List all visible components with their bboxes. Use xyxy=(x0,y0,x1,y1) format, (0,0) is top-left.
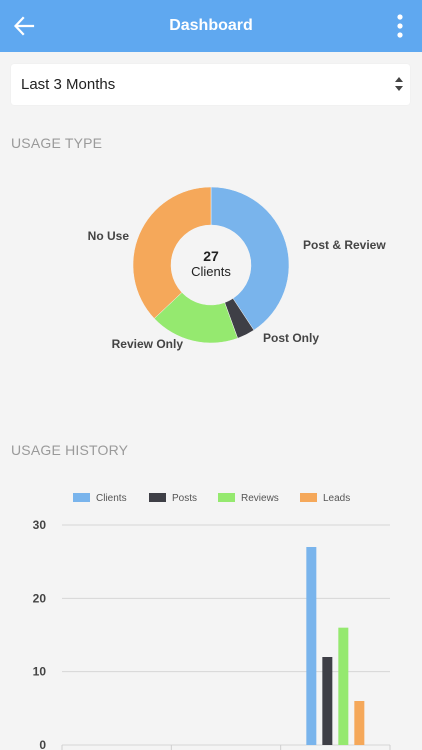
y-tick-label-0: 0 xyxy=(39,738,46,750)
usage-history-bar-chart: Clients Posts Reviews Leads 0 10 20 30 xyxy=(33,493,391,750)
date-range-value: Last 3 Months xyxy=(21,76,116,93)
donut-center-label: Clients xyxy=(191,264,231,279)
donut-label-no-use: No Use xyxy=(88,229,130,243)
usage-history-title: USAGE HISTORY xyxy=(11,442,129,458)
legend-label-clients: Clients xyxy=(96,493,127,504)
more-vertical-icon xyxy=(397,14,403,38)
select-caret-icon xyxy=(395,77,403,91)
arrow-left-icon xyxy=(13,16,35,36)
legend-swatch-reviews xyxy=(218,493,235,502)
app-bar: Dashboard xyxy=(0,0,422,52)
donut-center-value: 27 xyxy=(203,248,219,264)
page-title: Dashboard xyxy=(169,17,253,34)
more-menu-button[interactable] xyxy=(386,10,414,42)
legend-label-reviews: Reviews xyxy=(241,493,279,504)
donut-label-post-review: Post & Review xyxy=(303,238,386,252)
date-range-select[interactable]: Last 3 Months xyxy=(11,64,410,105)
legend-swatch-leads xyxy=(300,493,317,502)
donut-label-post-only: Post Only xyxy=(263,331,319,345)
donut-slice-post-review xyxy=(210,186,290,331)
bar-posts-2 xyxy=(322,657,333,745)
usage-type-title: USAGE TYPE xyxy=(11,135,103,151)
y-tick-label-10: 10 xyxy=(33,665,47,679)
bar-leads-2 xyxy=(354,701,365,745)
back-button[interactable] xyxy=(8,10,40,42)
legend-swatch-posts xyxy=(149,493,166,502)
legend-swatch-clients xyxy=(73,493,90,502)
legend-label-posts: Posts xyxy=(172,493,197,504)
y-tick-label-30: 30 xyxy=(33,518,47,532)
bar-reviews-2 xyxy=(338,627,349,745)
y-tick-label-20: 20 xyxy=(33,591,47,605)
bar-clients-2 xyxy=(306,547,317,745)
donut-slice-no-use xyxy=(132,186,212,319)
donut-label-review-only: Review Only xyxy=(112,337,184,351)
legend-label-leads: Leads xyxy=(323,493,350,504)
